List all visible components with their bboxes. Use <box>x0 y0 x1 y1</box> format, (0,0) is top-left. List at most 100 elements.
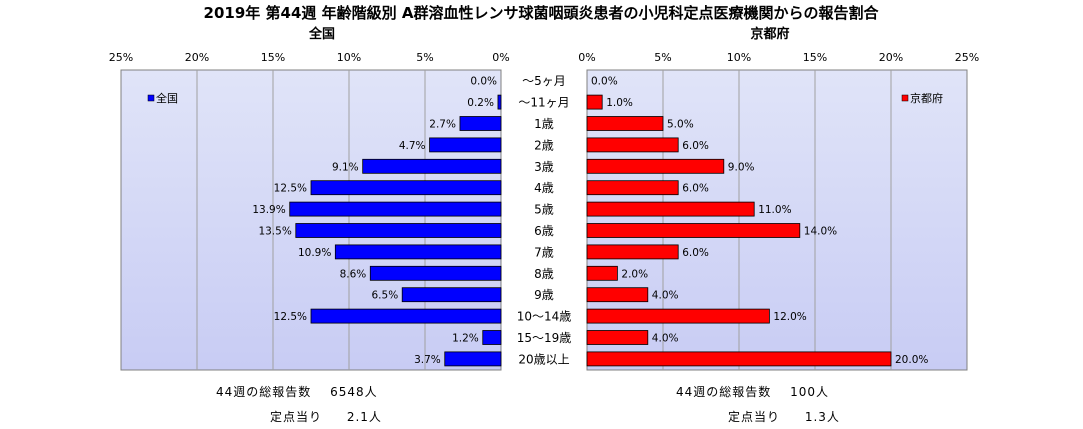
bar-national <box>497 94 502 110</box>
tick-label-kyoto: 25% <box>955 51 979 64</box>
tick-label-kyoto: 10% <box>727 51 751 64</box>
bar-kyoto <box>586 244 679 260</box>
bar-national <box>334 244 502 260</box>
legend-swatch-kyoto <box>901 94 909 102</box>
data-label-kyoto: 2.0% <box>621 268 648 280</box>
bar-national <box>444 351 502 367</box>
panel-title-national: 全国 <box>308 26 335 42</box>
data-label-national: 8.6% <box>340 268 367 280</box>
legend-national: 全国 <box>147 91 178 105</box>
category-label: 10～14歳 <box>517 310 572 324</box>
data-label-kyoto: 5.0% <box>667 119 694 131</box>
data-label-national: 1.2% <box>452 333 479 345</box>
data-label-national: 3.7% <box>414 354 441 366</box>
panel-title-kyoto: 京都府 <box>750 26 789 42</box>
tick-label-kyoto: 0% <box>578 51 595 64</box>
tick-label-national: 20% <box>185 51 209 64</box>
tick-label-kyoto: 5% <box>654 51 671 64</box>
legend-label-national: 全国 <box>156 91 178 105</box>
bar-kyoto <box>586 137 679 153</box>
kyoto-per-site-value: 1.3人 <box>804 410 840 424</box>
kyoto-total-reports: 44週の総報告数 100人 <box>676 383 829 400</box>
category-label: 3歳 <box>534 160 554 174</box>
data-label-national: 0.2% <box>467 97 494 109</box>
kyoto-total-label: 44週の総報告数 <box>676 385 772 399</box>
bar-national <box>310 180 502 196</box>
bar-kyoto <box>586 223 801 238</box>
bar-national <box>482 330 502 345</box>
category-label: 6歳 <box>534 224 554 238</box>
tick-label-kyoto: 15% <box>803 51 827 64</box>
national-per-site: 定点当り 2.1人 <box>270 408 382 425</box>
bar-national <box>401 287 502 303</box>
national-total-label: 44週の総報告数 <box>216 385 312 399</box>
bar-national <box>369 265 502 281</box>
bars <box>289 94 892 367</box>
kyoto-per-site: 定点当り 1.3人 <box>728 408 840 425</box>
bar-national <box>459 116 502 131</box>
data-label-national: 2.7% <box>429 119 456 131</box>
bar-kyoto <box>586 287 649 303</box>
national-per-site-value: 2.1人 <box>346 410 382 424</box>
data-label-national: 12.5% <box>274 183 307 195</box>
chart-title: 2019年 第44週 年齢階級別 A群溶血性レンサ球菌咽頭炎患者の小児科定点医療… <box>204 4 880 22</box>
axis-tick-labels: 0% 0% 5% 5% 10% 10% 15% 15% 20% 20% 25% 25% <box>109 51 979 64</box>
data-label-kyoto: 12.0% <box>773 311 806 323</box>
data-label-kyoto: 11.0% <box>758 204 791 216</box>
bar-national <box>362 158 502 174</box>
bar-national <box>429 137 502 153</box>
bar-kyoto <box>586 330 649 345</box>
data-label-kyoto: 6.0% <box>682 247 709 259</box>
category-labels: ～5ヶ月 ～11ヶ月 1歳 2歳 3歳 4歳 5歳 6歳 7歳 8歳 9歳 10～14歳 15～19歳 2… <box>517 74 572 366</box>
data-label-national: 12.5% <box>274 311 307 323</box>
pyramid-bar-chart: 2019年 第44週 年齢階級別 A群溶血性レンサ球菌咽頭炎患者の小児科定点医療… <box>109 4 979 371</box>
bar-kyoto <box>586 201 755 217</box>
data-labels: 0.0% 0.0% 0.2% 1.0% 2.7% 5.0% 4.7% 6.0% 9.1% 9.0%… <box>252 76 928 366</box>
bar-kyoto <box>586 180 679 196</box>
tick-label-kyoto: 20% <box>879 51 903 64</box>
category-label: 7歳 <box>534 245 554 259</box>
tick-label-national: 5% <box>416 51 433 64</box>
category-label: ～11ヶ月 <box>518 96 569 110</box>
legend-label-kyoto: 京都府 <box>910 91 943 105</box>
category-label: 15～19歳 <box>517 331 572 345</box>
tick-label-national: 10% <box>337 51 361 64</box>
bar-national <box>310 308 502 324</box>
plot-area-kyoto <box>586 69 968 371</box>
data-label-national: 13.5% <box>258 226 291 238</box>
data-label-kyoto: 20.0% <box>895 354 928 366</box>
national-per-site-label: 定点当り <box>270 410 323 424</box>
category-label: 9歳 <box>534 288 554 302</box>
bar-kyoto <box>586 116 664 131</box>
data-label-national: 6.5% <box>372 290 399 302</box>
category-label: 4歳 <box>534 181 554 195</box>
legend-kyoto: 京都府 <box>901 91 943 105</box>
kyoto-total-value: 100人 <box>790 385 830 399</box>
national-total-reports: 44週の総報告数 6548人 <box>216 383 378 400</box>
category-label: 8歳 <box>534 267 554 281</box>
bar-kyoto <box>586 351 892 367</box>
data-label-national: 4.7% <box>399 140 426 152</box>
data-label-kyoto: 4.0% <box>652 333 679 345</box>
data-label-national: 9.1% <box>332 161 359 173</box>
bar-kyoto <box>586 308 770 324</box>
bar-kyoto <box>586 158 725 174</box>
data-label-national: 10.9% <box>298 247 331 259</box>
data-label-kyoto: 6.0% <box>682 183 709 195</box>
tick-label-national: 15% <box>261 51 285 64</box>
kyoto-per-site-label: 定点当り <box>728 410 781 424</box>
category-label: 2歳 <box>534 138 554 152</box>
bar-kyoto <box>586 265 618 281</box>
national-total-value: 6548人 <box>330 385 378 399</box>
bar-national <box>295 223 502 238</box>
tick-label-national: 25% <box>109 51 133 64</box>
bar-kyoto <box>586 94 603 110</box>
data-label-national: 13.9% <box>252 204 285 216</box>
plot-area-national <box>120 69 502 371</box>
category-label: 5歳 <box>534 203 554 217</box>
category-label: 1歳 <box>534 117 554 131</box>
bar-national <box>289 201 502 217</box>
category-label: ～5ヶ月 <box>522 74 566 88</box>
data-label-national: 0.0% <box>470 76 497 88</box>
